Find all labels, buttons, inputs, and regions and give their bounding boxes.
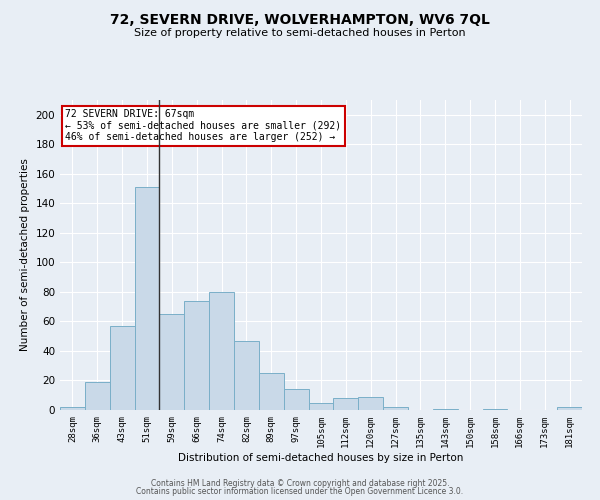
Bar — [308, 402, 334, 410]
Bar — [234, 340, 259, 410]
Bar — [482, 408, 508, 410]
Text: 72, SEVERN DRIVE, WOLVERHAMPTON, WV6 7QL: 72, SEVERN DRIVE, WOLVERHAMPTON, WV6 7QL — [110, 12, 490, 26]
Text: Contains public sector information licensed under the Open Government Licence 3.: Contains public sector information licen… — [136, 487, 464, 496]
Bar — [184, 301, 209, 410]
Bar — [334, 398, 358, 410]
Bar — [284, 390, 308, 410]
Bar — [160, 314, 184, 410]
Bar — [60, 407, 85, 410]
Text: Size of property relative to semi-detached houses in Perton: Size of property relative to semi-detach… — [134, 28, 466, 38]
Bar — [134, 187, 160, 410]
Y-axis label: Number of semi-detached properties: Number of semi-detached properties — [20, 158, 30, 352]
Bar — [433, 408, 458, 410]
Bar — [110, 326, 134, 410]
Bar — [557, 407, 582, 410]
Text: Contains HM Land Registry data © Crown copyright and database right 2025.: Contains HM Land Registry data © Crown c… — [151, 478, 449, 488]
Text: 72 SEVERN DRIVE: 67sqm
← 53% of semi-detached houses are smaller (292)
46% of se: 72 SEVERN DRIVE: 67sqm ← 53% of semi-det… — [65, 110, 341, 142]
Bar — [383, 407, 408, 410]
Bar — [259, 373, 284, 410]
X-axis label: Distribution of semi-detached houses by size in Perton: Distribution of semi-detached houses by … — [178, 452, 464, 462]
Bar — [209, 292, 234, 410]
Bar — [85, 382, 110, 410]
Bar — [358, 396, 383, 410]
